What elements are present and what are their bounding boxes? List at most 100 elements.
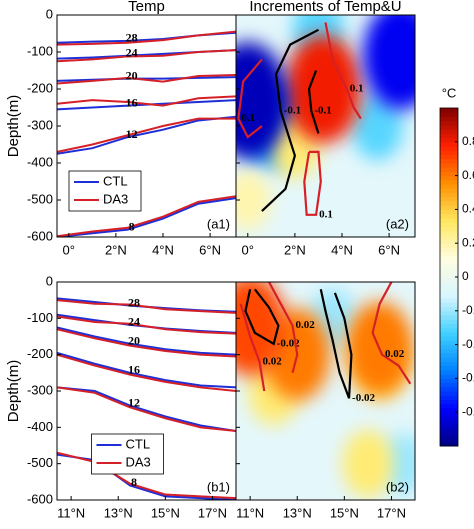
chart-title: Increments of Temp&U xyxy=(249,0,401,15)
contour-line xyxy=(268,282,299,374)
contour-line xyxy=(261,28,319,212)
colorbar-cell xyxy=(440,238,458,244)
colorbar-cell xyxy=(440,188,458,193)
colorbar-cell xyxy=(440,310,458,316)
x-tick-label: 4°N xyxy=(331,242,353,257)
colorbar-cell xyxy=(440,137,458,143)
colorbar-cell xyxy=(440,171,458,177)
colorbar-cell xyxy=(440,150,458,155)
colorbar-cell xyxy=(440,222,458,227)
heat-patch xyxy=(351,92,403,160)
colorbar-cell xyxy=(440,243,458,248)
isotherm-label: 16 xyxy=(128,363,140,377)
colorbar-cell xyxy=(440,200,458,206)
colorbar-cell xyxy=(440,429,458,434)
legend-label: CTL xyxy=(103,173,128,188)
isotherm-line xyxy=(57,76,236,82)
colorbar-cell xyxy=(440,217,458,223)
colorbar-cell xyxy=(440,209,458,215)
colorbar-cell xyxy=(440,277,458,282)
colorbar-cell xyxy=(440,192,458,198)
colorbar-cell xyxy=(440,293,458,299)
panel-label: (a2) xyxy=(386,216,409,231)
x-tick-label: 0° xyxy=(63,242,75,257)
colorbar-cell xyxy=(440,357,458,362)
colorbar-cell xyxy=(440,213,458,219)
colorbar-cell xyxy=(440,162,458,168)
isotherm-line xyxy=(57,30,236,46)
x-tick-label: 17°N xyxy=(377,505,406,520)
colorbar-cell xyxy=(440,158,458,164)
x-tick-label: 4°N xyxy=(152,242,174,257)
colorbar-cell xyxy=(440,120,458,126)
colorbar-tick-label: -0.4 xyxy=(462,337,474,351)
contour-label: -0.1 xyxy=(284,105,301,117)
isotherm-line xyxy=(57,328,236,358)
colorbar-cell xyxy=(440,184,458,189)
colorbar-cell xyxy=(440,112,458,117)
colorbar-cell xyxy=(440,255,458,261)
x-tick-label: 6°N xyxy=(199,242,221,257)
isotherm-line xyxy=(57,386,236,432)
colorbar-cell xyxy=(440,154,458,160)
colorbar-cell xyxy=(440,230,458,236)
y-tick-label: -200 xyxy=(27,80,53,95)
isotherm-line xyxy=(57,351,236,389)
y-tick-label: -300 xyxy=(27,117,53,132)
isotherm-label: 28 xyxy=(126,31,138,45)
y-tick-label: -400 xyxy=(27,419,53,434)
colorbar-cell xyxy=(440,340,458,346)
isotherm-label: 8 xyxy=(131,475,137,489)
colorbar-cell xyxy=(440,323,458,329)
isotherm-label: 24 xyxy=(128,315,140,329)
colorbar-cell xyxy=(440,386,458,392)
colorbar-cell xyxy=(440,285,458,291)
colorbar-cell xyxy=(440,251,458,257)
colorbar-cell xyxy=(440,272,458,278)
panel-label: (b1) xyxy=(207,479,230,494)
colorbar-cell xyxy=(440,353,458,358)
y-tick-label: -500 xyxy=(27,191,53,206)
heat-patch xyxy=(285,35,362,143)
colorbar-cell xyxy=(440,424,458,430)
colorbar-cell xyxy=(440,433,458,439)
x-tick-label: 2°N xyxy=(284,242,306,257)
contour-label: 0.02 xyxy=(385,348,405,360)
colorbar-cell xyxy=(440,179,458,185)
isotherm-label: 16 xyxy=(126,95,138,109)
x-tick-label: 6°N xyxy=(378,242,400,257)
legend-label: DA3 xyxy=(126,454,151,469)
x-tick-label: 11°N xyxy=(236,505,264,520)
legend-label: CTL xyxy=(126,436,151,451)
isotherm-line xyxy=(57,115,236,155)
colorbar-cell xyxy=(440,374,458,379)
colorbar-cell xyxy=(440,141,458,147)
plot-area: -0.020.02-0.020.020.02 xyxy=(236,282,415,500)
heat-patch xyxy=(236,170,271,230)
x-tick-label: 17°N xyxy=(198,505,227,520)
colorbar-cell xyxy=(440,412,458,417)
colorbar-cell xyxy=(440,441,458,447)
isotherm-label: 28 xyxy=(128,295,140,309)
isotherm-line xyxy=(57,353,236,392)
colorbar-cell xyxy=(440,298,458,303)
colorbar-cell xyxy=(440,205,458,210)
colorbar-cell xyxy=(440,327,458,333)
panel-label: (b2) xyxy=(386,479,409,494)
isotherm-line xyxy=(57,95,236,107)
colorbar-cell xyxy=(440,108,458,113)
legend-box xyxy=(91,433,164,475)
colorbar-tick-label: -0.6 xyxy=(462,371,474,385)
colorbar-cell xyxy=(440,302,458,308)
isotherm-line xyxy=(57,49,236,63)
heat-patch xyxy=(236,42,289,159)
y-tick-label: -500 xyxy=(27,455,53,470)
y-tick-label: -300 xyxy=(27,382,53,397)
legend-label: DA3 xyxy=(103,191,128,206)
colorbar-cell xyxy=(440,382,458,388)
contour-label: -0.02 xyxy=(352,392,375,404)
isotherm-line xyxy=(57,195,236,237)
isotherm-label: 12 xyxy=(128,395,140,409)
